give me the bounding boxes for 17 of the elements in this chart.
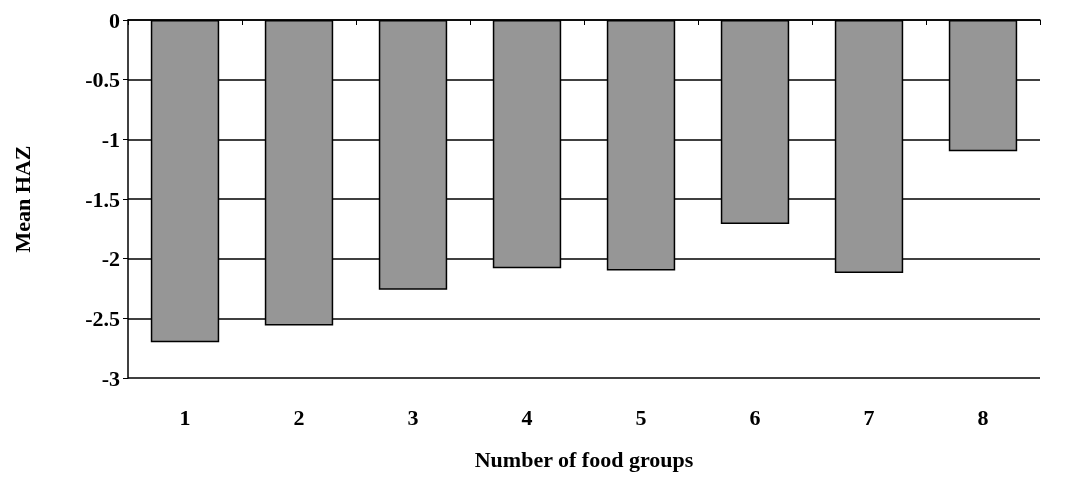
x-tick-label: 1	[179, 404, 191, 430]
x-tick-label: 3	[407, 404, 419, 430]
y-tick-label: -0.5	[85, 67, 120, 93]
y-axis-title: Mean HAZ	[9, 145, 35, 253]
x-tick-label: 6	[749, 404, 761, 430]
y-tick-label: -1.5	[85, 186, 120, 212]
y-tick-label: -2.5	[85, 305, 120, 331]
x-tick-label: 8	[977, 404, 989, 430]
x-tick-label: 7	[863, 404, 875, 430]
x-tick-label: 5	[635, 404, 647, 430]
x-tick-label: 4	[521, 404, 533, 430]
y-tick-label: 0	[109, 7, 120, 33]
x-tick-label: 2	[293, 404, 305, 430]
y-tick-label: -1	[101, 126, 120, 152]
x-axis-title: Number of food groups	[474, 446, 694, 472]
y-tick-label: -3	[101, 365, 120, 391]
y-tick-label: -2	[101, 246, 120, 272]
